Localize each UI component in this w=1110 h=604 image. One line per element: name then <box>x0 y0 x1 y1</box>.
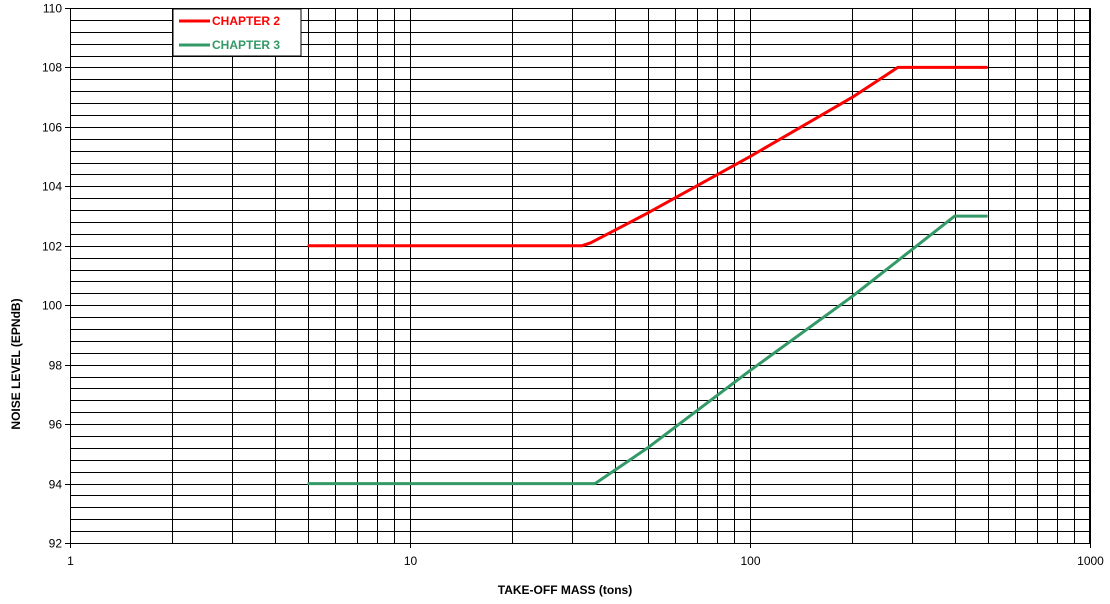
y-tick-label: 108 <box>42 61 62 75</box>
legend-label-chapter-3: CHAPTER 3 <box>212 38 280 52</box>
y-axis-title: NOISE LEVEL (EPNdB) <box>9 298 23 429</box>
x-tick-label: 10 <box>404 554 418 568</box>
legend-box <box>172 8 302 57</box>
y-tick-label: 94 <box>49 478 63 492</box>
y-tick-label: 96 <box>49 418 63 432</box>
series-line-chapter-2 <box>307 65 988 248</box>
legend: CHAPTER 2 CHAPTER 3 <box>172 8 302 57</box>
y-tick-label: 92 <box>49 537 63 551</box>
y-tick-label: 98 <box>49 359 63 373</box>
axes <box>65 8 1091 548</box>
y-tick-label: 100 <box>42 299 62 313</box>
series-lines <box>307 65 988 486</box>
y-tick-label: 110 <box>43 2 62 16</box>
series-line-chapter-3 <box>307 214 988 486</box>
legend-label-chapter-2: CHAPTER 2 <box>212 14 280 28</box>
x-tick-label: 1 <box>67 554 74 568</box>
y-tick-label: 102 <box>42 240 62 254</box>
x-axis-title: TAKE-OFF MASS (tons) <box>498 583 632 597</box>
y-tick-label: 104 <box>42 180 62 194</box>
grid <box>70 8 1091 544</box>
plot-area <box>70 8 1090 543</box>
x-tick-label: 100 <box>740 554 760 568</box>
plot-border <box>70 8 1090 544</box>
x-tick-label: 1000 <box>1077 554 1104 568</box>
y-tick-label: 106 <box>42 121 62 135</box>
